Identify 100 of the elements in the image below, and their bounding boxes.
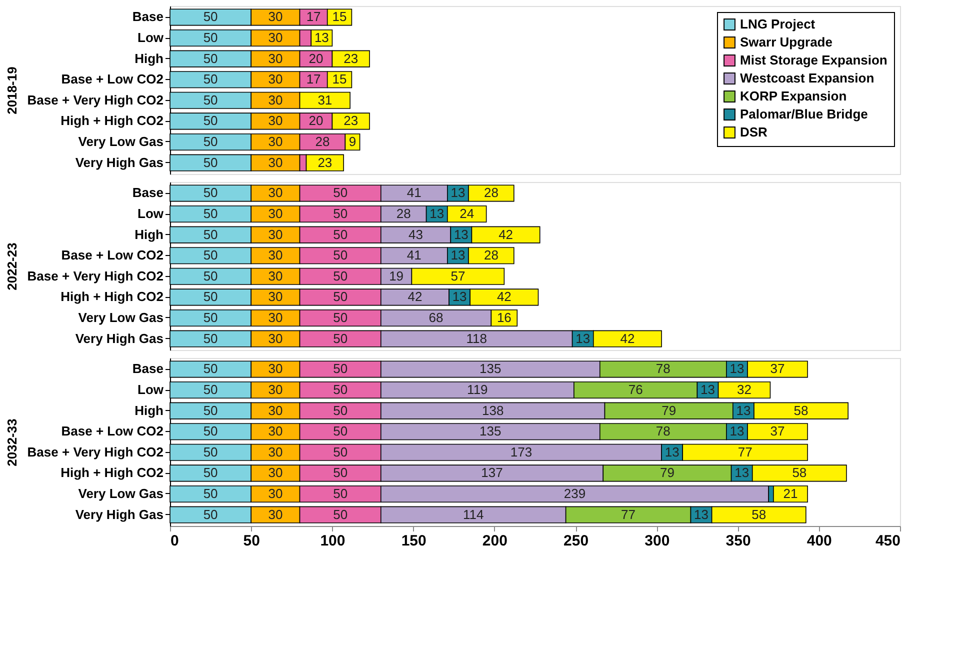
x-tick-label: 0 [170,532,179,550]
data-label: 50 [333,206,348,222]
data-label: 50 [203,206,218,222]
data-label: 37 [770,424,785,439]
y-tick-label: High + High CO2 [60,465,164,480]
data-label: 17 [306,9,321,24]
data-label: 76 [628,382,643,398]
data-label: 78 [656,361,670,376]
data-label: 50 [333,465,348,480]
data-label: 50 [333,310,348,325]
data-label: 30 [268,154,283,170]
data-label: 43 [408,226,423,242]
data-label: 50 [203,154,218,170]
legend-label: KORP Expansion [740,88,847,104]
data-label: 50 [333,424,348,439]
data-label: 13 [576,330,590,346]
data-label: 42 [498,226,514,242]
x-tick-label: 250 [564,532,589,550]
y-tick-label: Very Low Gas [78,310,164,325]
data-label: 23 [344,113,358,128]
data-label: 15 [332,9,347,24]
data-label: 13 [430,206,444,222]
data-label: 50 [203,361,218,376]
data-label: 30 [268,134,283,149]
x-tick-label: 350 [726,532,751,550]
data-label: 20 [308,113,324,128]
data-label: 50 [333,185,348,200]
data-label: 58 [794,402,808,418]
x-tick-label: 300 [644,532,670,550]
data-label: 42 [496,289,512,304]
data-label: 50 [333,382,348,398]
data-label: 50 [203,486,218,501]
y-tick-label: Very Low Gas [78,486,164,501]
y-tick-label: High [134,402,164,418]
y-tick-label: Base [132,361,164,376]
y-tick-label: Low [138,30,164,46]
data-label: 15 [332,72,347,87]
data-label: 30 [268,289,283,304]
y-tick-label: High [134,50,164,66]
data-label: 50 [203,268,218,284]
y-tick-label: Very High Gas [75,506,164,522]
data-label: 19 [389,268,404,284]
data-label: 30 [268,268,283,284]
data-label: 50 [203,506,218,522]
y-axis-title: 2032-33 [4,418,20,466]
data-label: 13 [314,30,329,46]
data-label: 68 [428,310,444,325]
data-label: 30 [268,113,283,128]
data-label: 30 [268,30,283,46]
data-label: 42 [620,330,635,346]
data-label: 50 [333,402,348,418]
y-tick-label: Base [132,9,164,24]
data-label: 17 [306,72,321,87]
data-label: 114 [462,506,484,522]
data-label: 37 [770,361,785,376]
legend-label: Mist Storage Expansion [740,52,888,68]
y-tick-label: Very High Gas [75,330,164,346]
data-label: 13 [664,444,680,460]
data-label: 13 [734,465,750,480]
y-tick-label: High [134,226,164,242]
data-label: 30 [268,72,283,87]
data-label: 50 [333,361,348,376]
data-label: 13 [694,506,709,522]
data-label: 50 [203,113,218,128]
data-label: 41 [406,248,422,263]
data-label: 30 [268,444,283,460]
data-label: 50 [333,486,348,501]
data-label: 50 [333,330,348,346]
data-label: 32 [737,382,752,398]
x-tick-label: 100 [320,532,346,550]
data-label: 28 [315,134,330,149]
data-label: 23 [318,154,332,170]
legend-label: LNG Project [740,16,816,32]
data-label: 20 [308,50,324,66]
data-label: 50 [203,382,218,398]
y-tick-label: Base + Very High CO2 [27,444,164,460]
data-label: 30 [268,486,283,501]
data-label: 13 [450,248,466,263]
data-label: 28 [396,206,411,222]
data-label: 58 [792,465,807,480]
data-label: 50 [203,9,218,24]
data-label: 135 [480,361,502,376]
data-label: 57 [450,268,466,284]
data-label: 30 [268,185,283,200]
x-tick-label: 450 [875,532,900,550]
data-label: 50 [203,402,218,418]
data-label: 79 [662,402,676,418]
data-label: 42 [408,289,422,304]
data-label: 13 [736,402,751,418]
data-label: 24 [460,206,474,222]
data-label: 77 [621,506,636,522]
data-label: 50 [203,50,218,66]
data-label: 50 [203,30,218,46]
y-tick-label: High + High CO2 [60,289,164,304]
data-label: 13 [700,382,715,398]
data-label: 30 [268,506,283,522]
data-label: 50 [203,248,218,263]
data-label: 137 [481,465,503,480]
data-label: 50 [203,465,218,480]
x-tick-label: 150 [401,532,426,550]
